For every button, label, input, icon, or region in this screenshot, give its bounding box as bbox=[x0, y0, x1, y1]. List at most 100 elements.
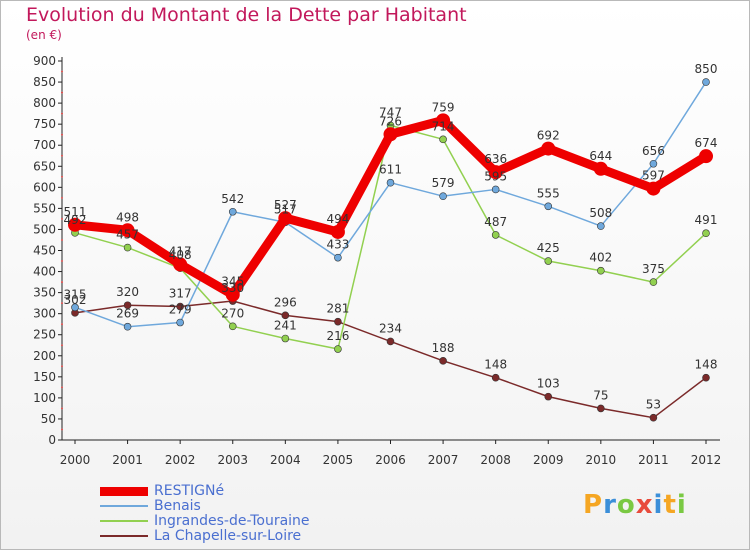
data-label: 234 bbox=[379, 321, 402, 335]
logo-letter: r bbox=[603, 490, 617, 520]
data-label: 281 bbox=[326, 302, 349, 316]
data-point bbox=[123, 322, 132, 331]
data-point bbox=[120, 223, 135, 238]
data-label: 692 bbox=[537, 129, 560, 143]
data-label: 417 bbox=[169, 244, 192, 258]
data-label: 433 bbox=[326, 238, 349, 252]
data-label: 674 bbox=[695, 136, 718, 150]
logo-letter: t bbox=[663, 490, 677, 520]
data-point bbox=[649, 159, 658, 168]
y-tick-label: 500 bbox=[33, 222, 56, 236]
data-point bbox=[176, 302, 184, 311]
y-minor-tick bbox=[61, 112, 63, 115]
data-point bbox=[649, 413, 658, 422]
data-label: 726 bbox=[379, 114, 402, 128]
y-tick-label: 400 bbox=[33, 265, 56, 279]
y-minor-tick bbox=[61, 407, 63, 410]
logo-letter: o bbox=[616, 490, 636, 520]
x-tick-label: 2002 bbox=[165, 453, 196, 467]
data-label: 527 bbox=[274, 198, 297, 212]
data-point bbox=[281, 311, 290, 320]
logo-letter: i bbox=[676, 490, 687, 520]
y-minor-tick bbox=[61, 323, 63, 326]
y-tick-label: 700 bbox=[33, 138, 56, 152]
data-point bbox=[123, 301, 132, 310]
data-point bbox=[123, 243, 132, 252]
data-label: 498 bbox=[116, 210, 139, 224]
data-point bbox=[71, 303, 79, 312]
data-label: 494 bbox=[326, 212, 349, 226]
series-line bbox=[74, 300, 707, 419]
data-label: 579 bbox=[432, 176, 455, 190]
data-label: 644 bbox=[589, 149, 612, 163]
data-point bbox=[541, 141, 556, 156]
data-label: 375 bbox=[642, 262, 665, 276]
data-point bbox=[491, 231, 500, 239]
y-tick-label: 200 bbox=[33, 349, 56, 363]
data-label: 402 bbox=[589, 251, 612, 265]
y-minor-tick bbox=[61, 365, 63, 368]
data-point bbox=[439, 357, 447, 365]
data-point bbox=[228, 322, 237, 331]
y-minor-tick bbox=[61, 386, 63, 389]
y-tick-label: 600 bbox=[33, 180, 56, 194]
data-point bbox=[702, 229, 710, 238]
data-label: 425 bbox=[537, 241, 560, 255]
data-point bbox=[597, 266, 605, 275]
data-label: 517 bbox=[274, 202, 297, 216]
legend-label: Benais bbox=[154, 498, 201, 514]
y-minor-tick bbox=[61, 70, 63, 73]
x-tick-label: 2006 bbox=[375, 453, 406, 467]
data-label: 269 bbox=[116, 307, 139, 321]
x-tick-label: 2007 bbox=[428, 453, 459, 467]
data-label: 491 bbox=[695, 213, 718, 227]
data-label: 636 bbox=[484, 152, 507, 166]
data-label: 714 bbox=[432, 119, 455, 133]
x-tick-label: 2003 bbox=[217, 453, 248, 467]
data-label: 487 bbox=[484, 215, 507, 229]
data-point bbox=[334, 345, 342, 353]
data-point bbox=[544, 257, 553, 265]
y-tick-label: 300 bbox=[33, 307, 56, 321]
data-point bbox=[225, 287, 240, 302]
y-tick-label: 750 bbox=[33, 117, 56, 131]
y-tick-label: 850 bbox=[33, 75, 56, 89]
data-point bbox=[702, 78, 710, 86]
data-point bbox=[491, 185, 500, 194]
y-tick-label: 0 bbox=[48, 433, 56, 447]
data-label: 345 bbox=[221, 275, 244, 289]
legend-swatch bbox=[100, 520, 148, 522]
data-point bbox=[228, 207, 237, 216]
data-label: 656 bbox=[642, 144, 665, 158]
y-tick-label: 550 bbox=[33, 201, 56, 215]
data-point bbox=[334, 253, 342, 262]
data-label: 241 bbox=[274, 319, 297, 333]
data-label: 511 bbox=[64, 205, 87, 219]
data-label: 330 bbox=[221, 281, 244, 295]
data-point bbox=[597, 222, 605, 230]
data-point bbox=[281, 334, 290, 343]
line-chart: 0 50 100 150 200 250 300 350 400 450 500 550 600 650 7… bbox=[33, 54, 721, 467]
data-point bbox=[383, 127, 398, 142]
data-point bbox=[597, 404, 605, 413]
y-tick-label: 150 bbox=[33, 370, 56, 384]
data-label: 759 bbox=[432, 100, 455, 114]
data-label: 103 bbox=[537, 377, 560, 391]
y-minor-tick bbox=[61, 91, 63, 94]
logo-letter: i bbox=[653, 490, 664, 520]
data-point bbox=[330, 224, 345, 239]
x-tick-label: 2010 bbox=[586, 453, 617, 467]
legend-swatch bbox=[100, 535, 148, 537]
data-label: 747 bbox=[379, 105, 402, 119]
data-point bbox=[439, 135, 447, 144]
data-label: 315 bbox=[64, 287, 87, 301]
x-tick-label: 2005 bbox=[323, 453, 354, 467]
data-point bbox=[334, 317, 342, 326]
data-label: 850 bbox=[695, 62, 718, 76]
data-point bbox=[488, 165, 503, 180]
data-label: 302 bbox=[64, 293, 87, 307]
y-tick-label: 50 bbox=[41, 412, 56, 426]
data-point bbox=[544, 392, 553, 401]
data-label: 216 bbox=[326, 329, 349, 343]
